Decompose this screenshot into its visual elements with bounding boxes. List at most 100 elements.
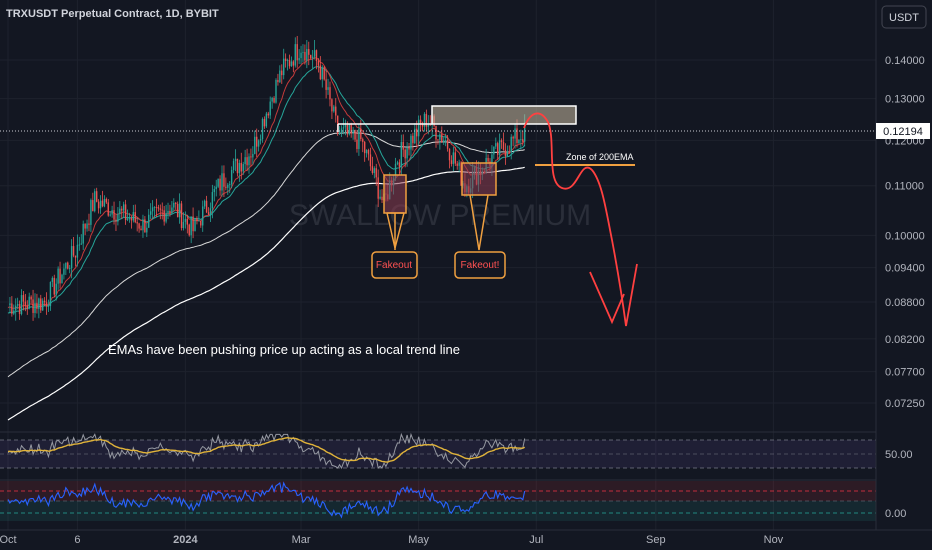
watermark-text: SWALLOW PREMIUM bbox=[289, 199, 591, 232]
zone-200ema-label: Zone of 200EMA bbox=[566, 152, 634, 162]
last-price-badge bbox=[876, 123, 930, 139]
candle-body bbox=[215, 186, 217, 190]
candle-body bbox=[358, 128, 360, 149]
candle-body bbox=[356, 139, 358, 149]
time-axis: Oct 6 2024 Mar May Jul Sep Nov bbox=[0, 529, 932, 546]
candle-body bbox=[180, 203, 183, 228]
candle-body bbox=[302, 51, 304, 53]
candle-body bbox=[315, 50, 318, 61]
candle-body bbox=[51, 277, 54, 282]
candle-body bbox=[165, 213, 167, 222]
fakeout-connector-1 bbox=[387, 212, 404, 250]
currency-label[interactable]: USDT bbox=[889, 12, 919, 24]
candle-body bbox=[200, 220, 202, 226]
candle-body bbox=[111, 210, 113, 215]
candle-body bbox=[34, 302, 36, 313]
candle-body bbox=[70, 246, 73, 269]
candle-body bbox=[55, 283, 57, 295]
candle-body bbox=[173, 202, 175, 208]
candle-body bbox=[487, 157, 489, 162]
candle-body bbox=[126, 218, 129, 221]
candle-body bbox=[514, 128, 516, 139]
candle-body bbox=[22, 295, 25, 302]
candle-body bbox=[196, 218, 198, 222]
candle-body bbox=[309, 54, 312, 59]
candle-body bbox=[151, 207, 154, 212]
candle-body bbox=[20, 295, 23, 315]
candle-body bbox=[217, 178, 219, 187]
candle-body bbox=[47, 306, 50, 307]
candle-body bbox=[234, 158, 237, 162]
candle-body bbox=[263, 118, 266, 127]
y-tick-label: 0.10000 bbox=[885, 230, 925, 242]
candle-body bbox=[300, 52, 302, 59]
candle-body bbox=[109, 214, 111, 216]
candle-body bbox=[240, 162, 242, 172]
candle-body bbox=[242, 164, 244, 172]
projection-path bbox=[523, 112, 638, 327]
candle-body bbox=[67, 262, 69, 269]
candle-body bbox=[256, 136, 258, 147]
candle-body bbox=[288, 60, 291, 67]
candle-body bbox=[68, 268, 71, 269]
y-tick-label: 0.08800 bbox=[885, 297, 925, 309]
candle-body bbox=[506, 151, 509, 157]
candle-body bbox=[423, 113, 426, 127]
candle-body bbox=[290, 61, 293, 67]
candle-body bbox=[371, 166, 374, 173]
currency-button-frame[interactable] bbox=[881, 5, 927, 29]
candle-body bbox=[414, 128, 416, 144]
currency-button[interactable]: USDT bbox=[881, 5, 927, 29]
candle-body bbox=[294, 44, 296, 66]
candle-body bbox=[232, 161, 235, 170]
candle-body bbox=[171, 207, 173, 214]
ema-lines bbox=[7, 57, 526, 421]
candle-body bbox=[11, 303, 13, 314]
candle-body bbox=[148, 214, 150, 228]
candle-body bbox=[238, 162, 241, 174]
oscillator-line bbox=[7, 481, 526, 519]
y-tick-label: 0.13000 bbox=[885, 94, 925, 106]
candle-body bbox=[254, 136, 256, 154]
candle-body bbox=[354, 129, 356, 140]
candle-body bbox=[286, 60, 289, 61]
candle-body bbox=[360, 128, 362, 140]
projection-arrow bbox=[589, 271, 625, 325]
candle-body bbox=[417, 119, 420, 137]
candle-body bbox=[443, 140, 445, 142]
candle-body bbox=[524, 122, 526, 142]
candle-body bbox=[273, 97, 275, 103]
candle-body bbox=[329, 87, 331, 100]
candle-body bbox=[495, 143, 497, 147]
candle-body bbox=[456, 163, 458, 166]
candle-body bbox=[53, 277, 55, 295]
candle-body bbox=[298, 58, 300, 61]
x-tick-label: Mar bbox=[292, 534, 311, 546]
candle-body bbox=[49, 281, 52, 307]
candle-body bbox=[59, 268, 61, 284]
candle-body bbox=[267, 113, 269, 116]
candle-body bbox=[9, 303, 11, 306]
candle-body bbox=[421, 124, 424, 127]
candle-body bbox=[406, 147, 408, 159]
candle-body bbox=[448, 148, 451, 161]
rsi-level-label: 50.00 bbox=[885, 449, 913, 461]
fakeout-label-box-1 bbox=[371, 251, 418, 279]
candle-body bbox=[283, 58, 285, 76]
candle-body bbox=[522, 139, 524, 142]
candle-body bbox=[444, 140, 447, 141]
candle-body bbox=[402, 141, 404, 150]
candle-body bbox=[518, 139, 520, 144]
candle-body bbox=[437, 139, 439, 141]
candle-body bbox=[319, 65, 322, 80]
candle-body bbox=[252, 153, 254, 158]
candle-body bbox=[500, 140, 503, 143]
candle-body bbox=[18, 304, 21, 315]
candle-body bbox=[335, 106, 337, 116]
candle-body bbox=[425, 113, 428, 127]
candle-body bbox=[132, 212, 135, 221]
candle-body bbox=[115, 219, 117, 222]
candle-body bbox=[40, 298, 42, 311]
ema-100-line bbox=[7, 132, 525, 378]
